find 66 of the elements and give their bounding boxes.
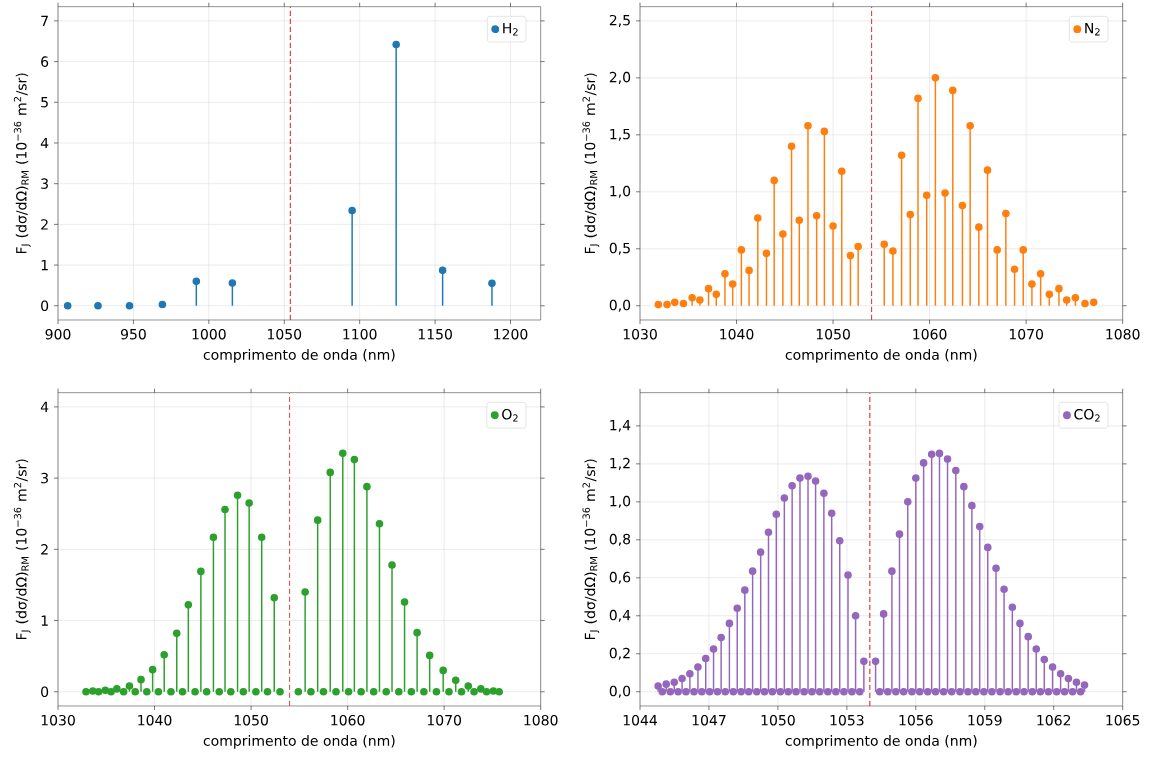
y-tick-label: 2,0	[609, 71, 631, 84]
x-tick-label: 950	[120, 328, 146, 340]
legend-label: N$_{2}$	[1085, 22, 1100, 36]
legend-label: CO$_{2}$	[1074, 408, 1100, 422]
y-tick-label: 7	[41, 15, 48, 27]
x-tick-label: 1059	[968, 714, 1002, 726]
x-tick-label: 1050	[761, 714, 795, 726]
y-tick-label: 2,5	[609, 14, 630, 27]
x-tick-label: 1080	[524, 714, 558, 726]
y-tick-label: 1	[41, 615, 48, 626]
y-tick-label: 0,5	[609, 242, 630, 255]
y-tick-label: 0	[41, 300, 49, 312]
x-tick-label: 1062	[1037, 714, 1071, 726]
x-tick-label: 1060	[913, 328, 947, 340]
y-tick-label: 1,4	[610, 419, 631, 432]
x-tick-label: 1050	[234, 714, 268, 726]
y-tick-label: 3	[41, 472, 48, 484]
legend-label: H$_{2}$	[503, 22, 518, 36]
x-tick-label: 1053	[830, 714, 864, 726]
x-tick-label: 1100	[343, 328, 377, 340]
x-axis-title: comprimento de onda (nm)	[785, 735, 977, 749]
x-tick-label: 1044	[623, 714, 658, 726]
y-tick-label: 4	[40, 401, 49, 412]
x-tick-label: 1000	[192, 328, 226, 340]
x-axis-title: comprimento de onda (nm)	[203, 349, 395, 363]
x-axis-title: comprimento de onda (nm)	[203, 735, 395, 749]
x-tick-label: 1030	[623, 328, 657, 340]
y-tick-label: 1	[41, 259, 48, 271]
y-tick-label: 1,0	[610, 185, 631, 198]
legend-label: O$_{2}$	[502, 408, 518, 422]
y-tick-label: 1,5	[610, 128, 630, 141]
x-tick-label: 1080	[1106, 328, 1140, 340]
x-tick-label: 1047	[692, 714, 726, 726]
x-tick-label: 1040	[720, 328, 754, 340]
text: F$_{J}$ (dσ/dΩ)$_{RM}$ (10$^{−36}$ m$^{2}$/sr)	[13, 73, 31, 254]
x-tick-label: 1065	[1106, 714, 1140, 726]
y-tick-label: 0	[41, 686, 49, 698]
y-tick-label: 0,8	[609, 533, 631, 546]
x-tick-label: 1070	[427, 714, 462, 726]
y-tick-label: 0,2	[609, 647, 630, 660]
y-tick-label: 2	[41, 219, 48, 230]
x-tick-label: 1056	[899, 714, 933, 726]
x-tick-label: 1070	[1009, 328, 1043, 340]
y-tick-label: 0,0	[609, 299, 631, 312]
y-tick-label: 1,2	[610, 457, 630, 470]
y-tick-label: 0,4	[609, 609, 631, 622]
x-tick-label: 1050	[267, 328, 302, 340]
x-tick-label: 1200	[494, 328, 528, 340]
x-tick-label: 1150	[418, 328, 452, 340]
y-tick-label: 4	[40, 137, 49, 149]
y-tick-label: 1,0	[610, 495, 631, 508]
x-tick-label: 1050	[816, 328, 850, 340]
text: F$_{J}$ (dσ/dΩ)$_{RM}$ (10$^{−36}$ m$^{2}$/sr)	[582, 73, 600, 254]
y-tick-label: 2	[41, 544, 48, 555]
text: F$_{J}$ (dσ/dΩ)$_{RM}$ (10$^{−36}$ m$^{2}$/sr)	[13, 459, 31, 640]
y-tick-label: 0,0	[609, 685, 631, 698]
y-tick-label: 6	[41, 56, 49, 67]
x-tick-label: 1060	[331, 714, 365, 726]
x-axis-title: comprimento de onda (nm)	[785, 349, 977, 363]
x-tick-label: 1040	[138, 714, 172, 726]
y-tick-label: 0,6	[609, 571, 631, 584]
y-tick-label: 5	[41, 97, 48, 108]
text: F$_{J}$ (dσ/dΩ)$_{RM}$ (10$^{−36}$ m$^{2}$/sr)	[582, 459, 600, 640]
x-tick-label: 1030	[41, 714, 75, 726]
x-tick-label: 900	[45, 328, 71, 340]
y-tick-label: 3	[41, 178, 48, 189]
